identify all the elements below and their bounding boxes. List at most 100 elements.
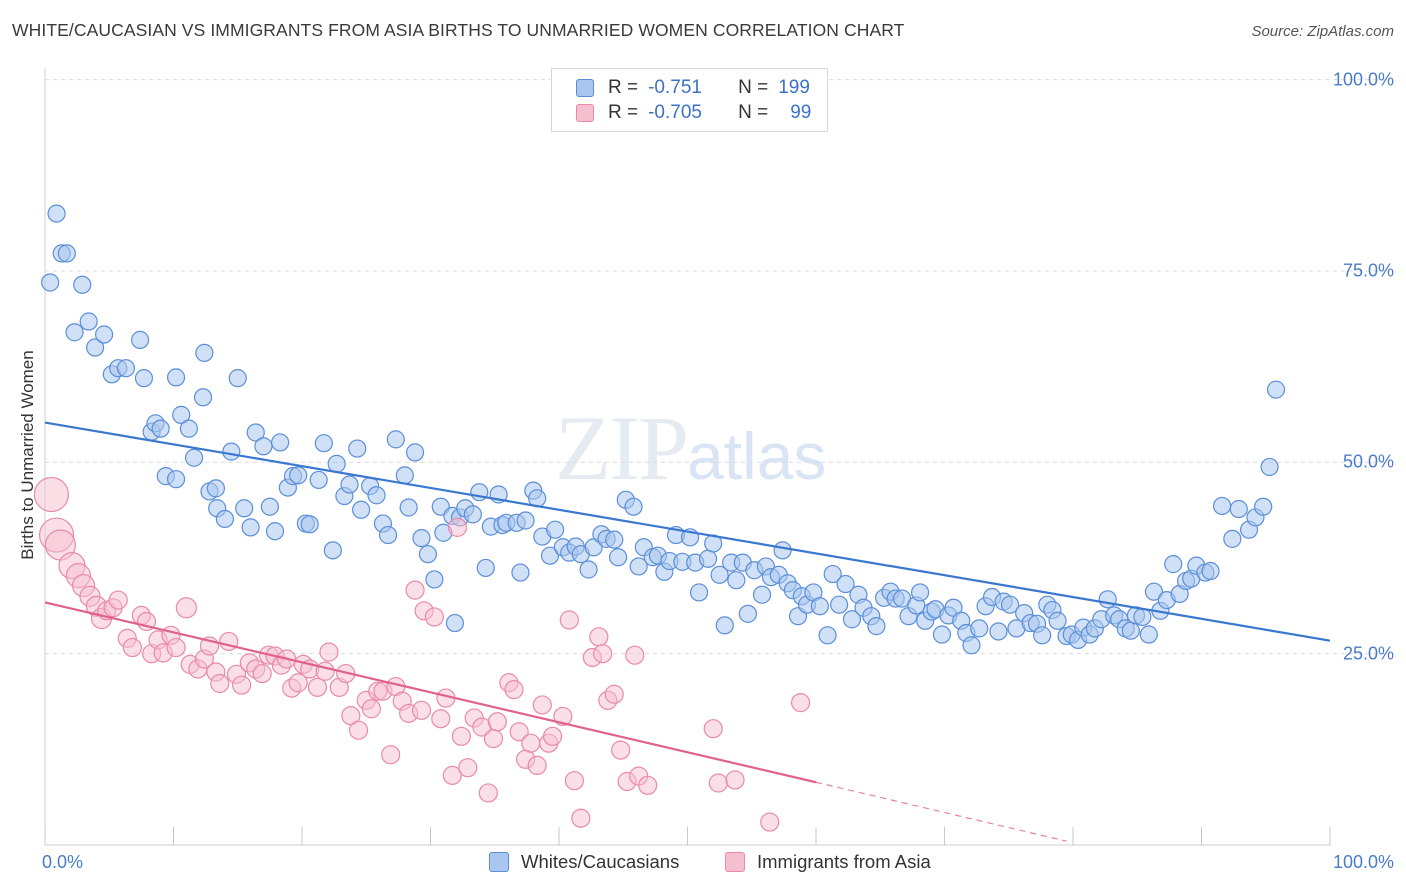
data-point-whites (184, 448, 204, 467)
data-point-whites (289, 466, 308, 485)
data-point-asia (348, 720, 369, 740)
data-point-whites (773, 541, 792, 560)
data-point-whites (823, 564, 842, 584)
data-point-asia (252, 663, 272, 684)
data-point-whites (830, 595, 849, 614)
data-point-whites (386, 430, 405, 449)
data-point-whites (1260, 457, 1279, 477)
data-point-whites (752, 585, 772, 604)
data-point-whites (378, 525, 398, 545)
data-point-asia (521, 733, 541, 753)
data-point-whites (179, 419, 199, 438)
data-point-whites (172, 405, 191, 424)
data-point-asia (527, 755, 547, 776)
legend-n-value: 99 (790, 102, 812, 123)
data-point-whites (151, 419, 170, 438)
data-point-whites (989, 622, 1008, 641)
series-whites-caucasians (41, 204, 1286, 655)
data-point-asia (307, 677, 328, 697)
data-point-whites (476, 558, 495, 578)
data-point-whites (1229, 499, 1248, 519)
data-point-asia (559, 610, 579, 630)
data-point-asia (542, 726, 563, 746)
data-point-asia (108, 590, 128, 610)
data-point-asia (381, 745, 401, 765)
data-point-asia (553, 706, 573, 727)
data-point-asia (487, 712, 507, 732)
legend-n-label: N = (738, 102, 769, 123)
trend-line-asia (44, 601, 817, 784)
bottom-legend-swatch-blue (489, 852, 509, 872)
data-point-whites (445, 613, 465, 633)
data-point-whites (546, 520, 565, 539)
data-point-whites (395, 466, 414, 485)
data-point-asia (611, 740, 631, 760)
data-point-whites (1266, 380, 1286, 399)
data-point-whites (222, 442, 241, 461)
trend-line-whites (44, 421, 1331, 642)
legend-n-label: N = (738, 77, 769, 98)
bottom-legend-asia[interactable]: Immigrants from Asia (725, 851, 931, 873)
bottom-legend-swatch-pink (725, 852, 745, 872)
data-point-asia (703, 719, 723, 739)
legend-r-value: -0.705 (648, 102, 702, 123)
data-point-whites (698, 549, 718, 568)
data-point-whites (314, 434, 333, 453)
data-point-whites (609, 548, 628, 567)
watermark: ZIPatlas (555, 395, 826, 501)
data-point-whites (867, 617, 886, 636)
data-point-whites (932, 625, 952, 644)
data-point-asia (564, 771, 585, 791)
data-point-whites (116, 359, 136, 378)
data-point-whites (47, 204, 66, 223)
data-point-whites (1254, 497, 1273, 516)
data-point-whites (910, 583, 930, 602)
data-point-asia (509, 722, 529, 742)
data-point-whites (57, 244, 76, 263)
data-point-asia (122, 637, 142, 658)
data-point-asia (478, 783, 498, 803)
data-point-whites (260, 497, 279, 516)
data-point-whites (254, 437, 273, 456)
data-point-asia (451, 726, 471, 746)
y-tick-label: 100.0% (1332, 69, 1394, 90)
data-point-asia (166, 637, 186, 658)
y-tick-label: 25.0% (1342, 643, 1394, 664)
bottom-legend-whites[interactable]: Whites/Caucasians (489, 851, 679, 873)
legend-r-label: R = (608, 102, 639, 123)
data-point-whites (193, 388, 213, 407)
watermark-atlas: atlas (687, 419, 827, 493)
data-point-whites (710, 565, 729, 584)
trend-line-asia-extrapolated (815, 781, 1067, 842)
data-point-whites (689, 583, 709, 602)
data-point-whites (1000, 595, 1020, 614)
data-point-whites (130, 330, 150, 349)
data-point-asia (319, 642, 339, 662)
data-point-whites (727, 571, 746, 590)
data-point-asia (532, 695, 552, 715)
data-point-whites (418, 545, 438, 564)
data-point-whites (86, 338, 105, 357)
data-point-whites (65, 323, 84, 342)
data-point-whites (1164, 555, 1183, 574)
data-point-asia (458, 758, 478, 778)
data-point-whites (323, 541, 342, 560)
data-point-whites (842, 610, 862, 629)
data-point-whites (1033, 626, 1052, 645)
data-point-whites (962, 636, 981, 655)
watermark-zip: ZIP (555, 397, 689, 499)
data-point-asia (708, 773, 728, 793)
data-point-whites (516, 511, 535, 530)
bottom-legend-label-asia: Immigrants from Asia (757, 851, 931, 872)
data-point-whites (340, 475, 359, 494)
data-point-asia (593, 644, 613, 664)
data-point-whites (399, 498, 418, 517)
data-point-asia (625, 645, 645, 665)
data-point-whites (1121, 621, 1140, 640)
y-axis-title: Births to Unmarried Women (18, 350, 37, 560)
data-point-whites (463, 505, 483, 524)
data-point-asia (411, 700, 432, 720)
data-point-whites (738, 604, 757, 623)
legend-r-value: -0.751 (648, 77, 702, 98)
